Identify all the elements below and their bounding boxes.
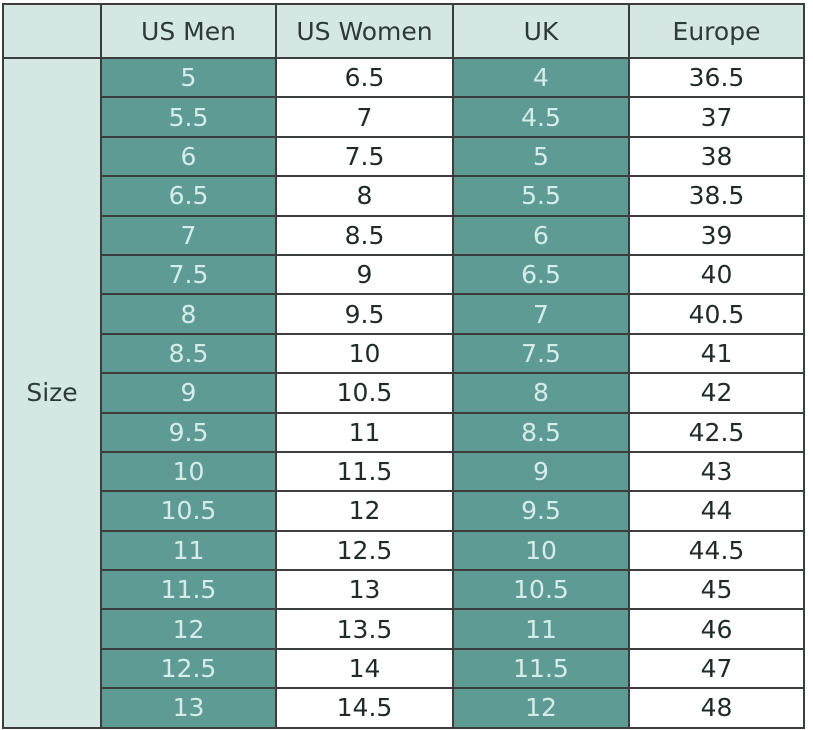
column-header: US Women [275,3,454,59]
size-cell: 40 [628,253,805,296]
size-cell: 42.5 [628,411,805,453]
size-cell: 44 [628,490,805,532]
size-cell: 7 [100,214,277,256]
size-cell: 6.5 [275,56,454,99]
size-chart: US Men US Women UK Europe Size 5 6.5 4 36.5 5.5 7… [2,3,805,729]
size-cell: 10 [452,529,630,572]
size-cell: 7 [452,293,630,335]
size-cell: 5 [452,135,630,178]
size-cell: 13 [275,569,454,611]
size-cell: 12 [100,608,277,650]
size-cell: 9 [452,450,630,493]
size-cell: 11.5 [100,569,277,611]
size-row: 11.5 13 10.5 45 [3,569,805,611]
size-cell: 6 [452,214,630,256]
size-cell: 12 [452,687,630,729]
header-row: US Men US Women UK Europe [2,3,805,59]
size-cell: 6.5 [100,175,277,217]
size-cell: 9 [100,372,277,414]
size-cell: 12.5 [275,529,454,572]
size-row: 6.5 8 5.5 38.5 [3,175,805,217]
size-cell: 9.5 [275,293,454,335]
size-cell: 11 [100,529,277,572]
size-cell: 7 [275,96,454,138]
size-cell: 38.5 [628,175,805,217]
size-cell: 12.5 [100,647,277,690]
size-cell: 9 [275,253,454,296]
size-cell: 8.5 [452,411,630,453]
size-row: 5.5 7 4.5 37 [3,96,805,138]
size-cell: 8 [452,372,630,414]
size-cell: 9.5 [100,411,277,453]
size-cell: 14 [275,647,454,690]
size-cell: 4 [452,56,630,99]
size-cell: 44.5 [628,529,805,572]
size-cell: 7.5 [100,253,277,296]
size-cell: 11 [275,411,454,453]
size-row: 7.5 9 6.5 40 [3,253,805,296]
size-cell: 12 [275,490,454,532]
size-cell: 10.5 [100,490,277,532]
size-row: 10.5 12 9.5 44 [3,490,805,532]
size-cell: 47 [628,647,805,690]
size-row: 10 11.5 9 43 [3,450,805,493]
size-row: 9 10.5 8 42 [3,372,805,414]
size-cell: 6 [100,135,277,178]
size-cell: 10 [275,332,454,375]
size-cell: 9.5 [452,490,630,532]
size-cell: 10.5 [275,372,454,414]
size-cell: 8.5 [100,332,277,375]
size-cell: 8 [100,293,277,335]
size-cell: 14.5 [275,687,454,729]
column-header: US Men [100,3,277,59]
column-header: Europe [628,3,805,59]
size-row: 13 14.5 12 48 [3,687,805,729]
size-row: 11 12.5 10 44.5 [3,529,805,572]
size-cell: 38 [628,135,805,178]
size-cell: 43 [628,450,805,493]
size-cell: 36.5 [628,56,805,99]
size-row: 6 7.5 5 38 [3,135,805,178]
size-cell: 41 [628,332,805,375]
corner-cell [2,3,102,59]
size-row: 8 9.5 7 40.5 [3,293,805,335]
size-cell: 45 [628,569,805,611]
size-row: 7 8.5 6 39 [3,214,805,256]
size-row: 12.5 14 11.5 47 [3,647,805,690]
size-cell: 48 [628,687,805,729]
size-table: US Men US Women UK Europe Size 5 6.5 4 36.5 5.5 7… [2,3,805,729]
size-cell: 40.5 [628,293,805,335]
size-cell: 5 [100,56,277,99]
size-cell: 10.5 [452,569,630,611]
size-cell: 5.5 [100,96,277,138]
size-cell: 6.5 [452,253,630,296]
size-cell: 4.5 [452,96,630,138]
size-cell: 7.5 [452,332,630,375]
size-cell: 42 [628,372,805,414]
row-label: Size [2,57,102,729]
size-cell: 10 [100,450,277,493]
size-cell: 7.5 [275,135,454,178]
size-cell: 11.5 [275,450,454,493]
size-row: 12 13.5 11 46 [3,608,805,650]
size-cell: 37 [628,96,805,138]
size-cell: 5.5 [452,175,630,217]
size-cell: 39 [628,214,805,256]
size-cell: 46 [628,608,805,650]
size-row: Size 5 6.5 4 36.5 [2,56,805,729]
column-header: UK [452,3,630,59]
size-row: 9.5 11 8.5 42.5 [3,411,805,453]
size-cell: 11 [452,608,630,650]
size-cell: 8 [275,175,454,217]
size-row: 8.5 10 7.5 41 [3,332,805,375]
size-cell: 11.5 [452,647,630,690]
size-cell: 13 [100,687,277,729]
size-cell: 8.5 [275,214,454,256]
size-cell: 13.5 [275,608,454,650]
